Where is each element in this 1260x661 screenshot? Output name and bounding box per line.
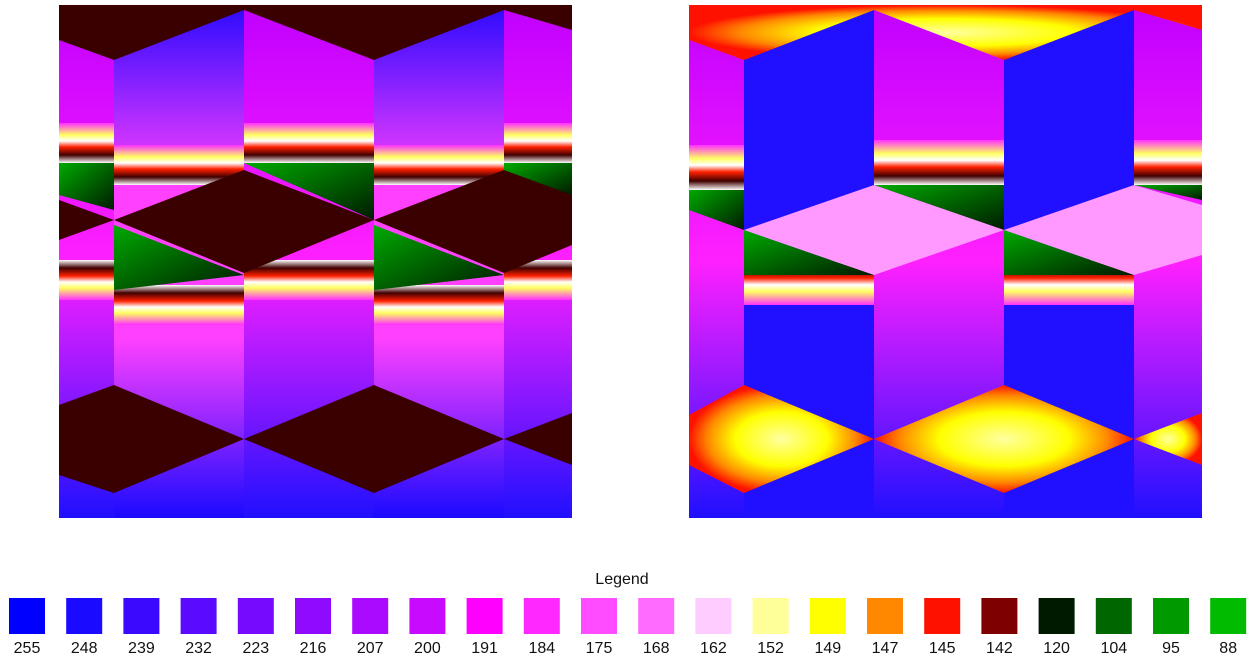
legend-swatch xyxy=(181,598,217,634)
legend-label: 162 xyxy=(700,640,727,657)
legend-swatch xyxy=(524,598,560,634)
legend-label: 147 xyxy=(872,640,899,657)
legend-label: 175 xyxy=(586,640,613,657)
legend-swatch xyxy=(66,598,102,634)
legend-swatch xyxy=(581,598,617,634)
legend-swatch xyxy=(352,598,388,634)
legend-swatch xyxy=(810,598,846,634)
legend-label: 207 xyxy=(357,640,384,657)
legend-label: 88 xyxy=(1219,640,1237,657)
page: Legend 255 248 239 232 223 216 207 200 191 184 175… xyxy=(0,0,1260,661)
legend-label: 191 xyxy=(471,640,498,657)
legend-swatch xyxy=(753,598,789,634)
legend-swatch xyxy=(695,598,731,634)
legend-swatch xyxy=(238,598,274,634)
left-panel xyxy=(59,5,572,518)
legend-label: 232 xyxy=(185,640,212,657)
legend-swatch xyxy=(981,598,1017,634)
legend: 255 248 239 232 223 216 207 200 191 184 175 168 162 1… xyxy=(9,598,1246,657)
legend-label: 184 xyxy=(528,640,555,657)
legend-swatch xyxy=(409,598,445,634)
legend-label: 149 xyxy=(814,640,841,657)
legend-swatch xyxy=(295,598,331,634)
legend-label: 239 xyxy=(128,640,155,657)
figure: Legend 255 248 239 232 223 216 207 200 191 184 175… xyxy=(0,0,1260,661)
legend-swatch xyxy=(638,598,674,634)
legend-label: 120 xyxy=(1043,640,1070,657)
legend-title: Legend xyxy=(595,571,648,588)
legend-label: 104 xyxy=(1100,640,1127,657)
legend-label: 216 xyxy=(300,640,327,657)
legend-label: 200 xyxy=(414,640,441,657)
legend-label: 168 xyxy=(643,640,670,657)
legend-label: 142 xyxy=(986,640,1013,657)
legend-swatch xyxy=(1096,598,1132,634)
legend-label: 152 xyxy=(757,640,784,657)
legend-swatch xyxy=(467,598,503,634)
legend-label: 95 xyxy=(1162,640,1180,657)
legend-swatch xyxy=(1210,598,1246,634)
legend-swatch xyxy=(1039,598,1075,634)
legend-label: 145 xyxy=(929,640,956,657)
legend-label: 223 xyxy=(242,640,269,657)
legend-label: 248 xyxy=(71,640,98,657)
legend-swatch xyxy=(123,598,159,634)
right-panel xyxy=(689,5,1202,518)
legend-swatch xyxy=(9,598,45,634)
legend-swatch xyxy=(924,598,960,634)
legend-swatch xyxy=(1153,598,1189,634)
legend-swatch xyxy=(867,598,903,634)
legend-label: 255 xyxy=(14,640,41,657)
